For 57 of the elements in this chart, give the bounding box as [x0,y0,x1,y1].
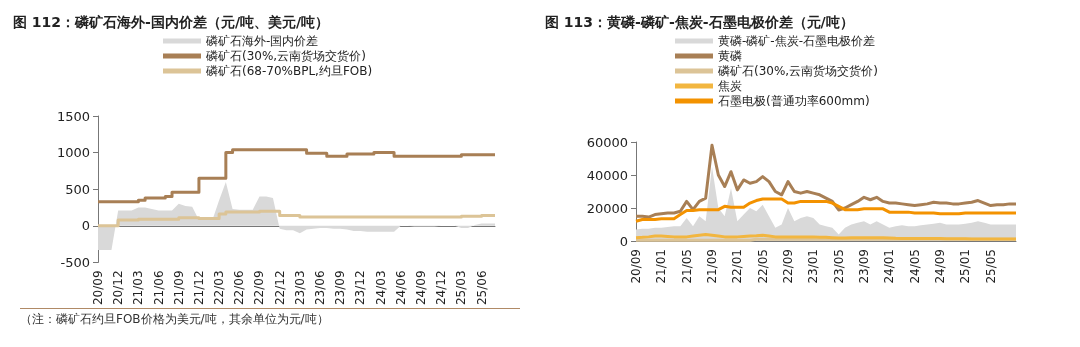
x-tick-label: 23/05 [831,249,846,284]
legend-label: 黄磷 [718,49,742,63]
x-tick-label: 22/09 [252,270,267,306]
x-tick-label: 21/06 [151,270,166,306]
x-tick-label: 23/09 [333,270,348,306]
x-tick-label: 20/09 [629,249,643,284]
x-tick-label: 21/12 [191,270,206,306]
x-tick-label: 22/05 [755,249,770,284]
x-tick-label: 23/09 [857,249,871,284]
y-tick-label: 40000 [586,167,628,183]
x-tick-label: 21/03 [131,270,146,306]
chart-title: 图 113：黄磷-磷矿-焦炭-石墨电极价差（元/吨） [545,14,854,30]
x-tick-label: 24/09 [413,270,428,306]
x-tick-label: 24/01 [882,249,897,284]
x-tick-label: 23/12 [353,270,368,306]
legend-label: 磷矿石(30%,云南货场交货价) [205,49,366,63]
text: （注：磷矿石约旦FOB价格为美元/吨，其余单位为元/吨） [20,312,330,326]
line-series [634,197,1018,223]
y-tick-label: 1500 [56,108,90,124]
x-tick-label: 24/09 [933,249,947,284]
x-tick-label: 23/06 [313,270,328,306]
legend-label: 磷矿石(30%,云南货场交货价) [717,64,878,78]
y-tick-label: 20000 [586,200,628,216]
x-tick-label: 23/03 [292,270,307,306]
line-series [634,143,1018,219]
x-tick-label: 25/06 [474,270,489,306]
x-tick-label: 21/09 [171,270,186,306]
y-tick-label: 500 [65,181,90,197]
x-tick-label: 22/09 [781,249,795,284]
x-tick-label: 25/03 [454,270,469,306]
x-tick-label: 21/09 [705,249,719,284]
chart-title: 图 112：磷矿石海外-国内价差（元/吨、美元/吨） [13,14,330,30]
legend-label: 磷矿石(68-70%BPL,约旦FOB) [205,64,373,78]
y-tick-label: 1000 [56,145,90,161]
legend-label: 黄磷-磷矿-焦炭-石墨电极价差 [718,34,875,48]
legend-label: 磷矿石海外-国内价差 [205,34,319,48]
x-tick-label: 25/01 [958,249,973,284]
x-tick-label: 21/01 [654,249,669,284]
legend-label: 焦炭 [718,79,742,93]
x-tick-label: 23/01 [806,249,821,284]
legend-label: 石墨电极(普通功率600mm) [718,94,870,108]
x-tick-label: 22/12 [272,270,287,306]
x-tick-label: 20/09 [91,270,105,306]
y-tick-label: 0 [81,218,90,234]
y-tick-label: -500 [60,254,90,270]
x-tick-label: 22/03 [212,270,227,306]
x-tick-label: 22/01 [730,249,745,284]
x-tick-label: 24/12 [434,270,449,306]
y-tick-label: 0 [619,233,628,249]
x-tick-label: 21/05 [679,249,694,284]
x-tick-label: 22/06 [232,270,247,306]
x-tick-label: 25/05 [983,249,998,284]
x-tick-label: 24/06 [393,270,408,306]
x-tick-label: 20/12 [111,270,126,306]
y-tick-label: 60000 [586,134,628,150]
x-tick-label: 24/05 [907,249,922,284]
x-tick-label: 24/03 [373,270,388,306]
